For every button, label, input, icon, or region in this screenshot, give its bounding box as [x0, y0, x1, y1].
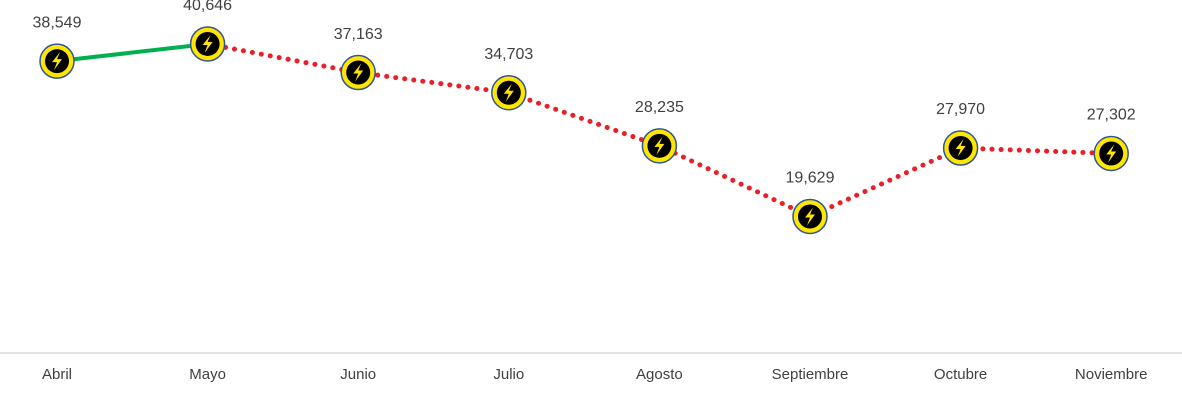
- marker-bolt: [654, 136, 665, 155]
- marker: [189, 26, 226, 62]
- x-tick-label: Junio: [340, 366, 376, 383]
- data-label: 37,163: [334, 26, 383, 43]
- marker-bolt: [805, 207, 815, 226]
- x-tick-label: Noviembre: [1075, 366, 1148, 383]
- marker: [1093, 135, 1129, 172]
- data-label: 40,646: [183, 0, 232, 14]
- line-segment: [56, 41, 208, 64]
- marker: [942, 130, 979, 166]
- marker: [340, 54, 376, 91]
- marker-bolt: [353, 63, 364, 82]
- x-tick-label: Octubre: [934, 366, 987, 383]
- x-tick-label: Mayo: [189, 366, 226, 383]
- data-label: 38,549: [33, 14, 82, 31]
- marker: [491, 74, 527, 111]
- marker-bolt: [503, 83, 514, 102]
- marker: [641, 128, 678, 164]
- x-tick-label: Agosto: [636, 366, 683, 383]
- x-tick-label: Septiembre: [772, 366, 849, 383]
- marker-bolt: [955, 139, 966, 158]
- data-label: 27,302: [1087, 107, 1136, 124]
- data-label: 28,235: [635, 99, 684, 116]
- marker: [792, 198, 828, 235]
- data-label: 19,629: [786, 170, 835, 187]
- data-label: 27,970: [936, 101, 985, 118]
- marker-bolt: [202, 34, 213, 53]
- x-tick-label: Abril: [42, 366, 72, 383]
- marker: [39, 43, 75, 79]
- marker-bolt: [1106, 144, 1117, 163]
- marker-bolt: [52, 52, 62, 71]
- x-tick-label: Julio: [493, 366, 524, 383]
- data-label: 34,703: [484, 46, 533, 63]
